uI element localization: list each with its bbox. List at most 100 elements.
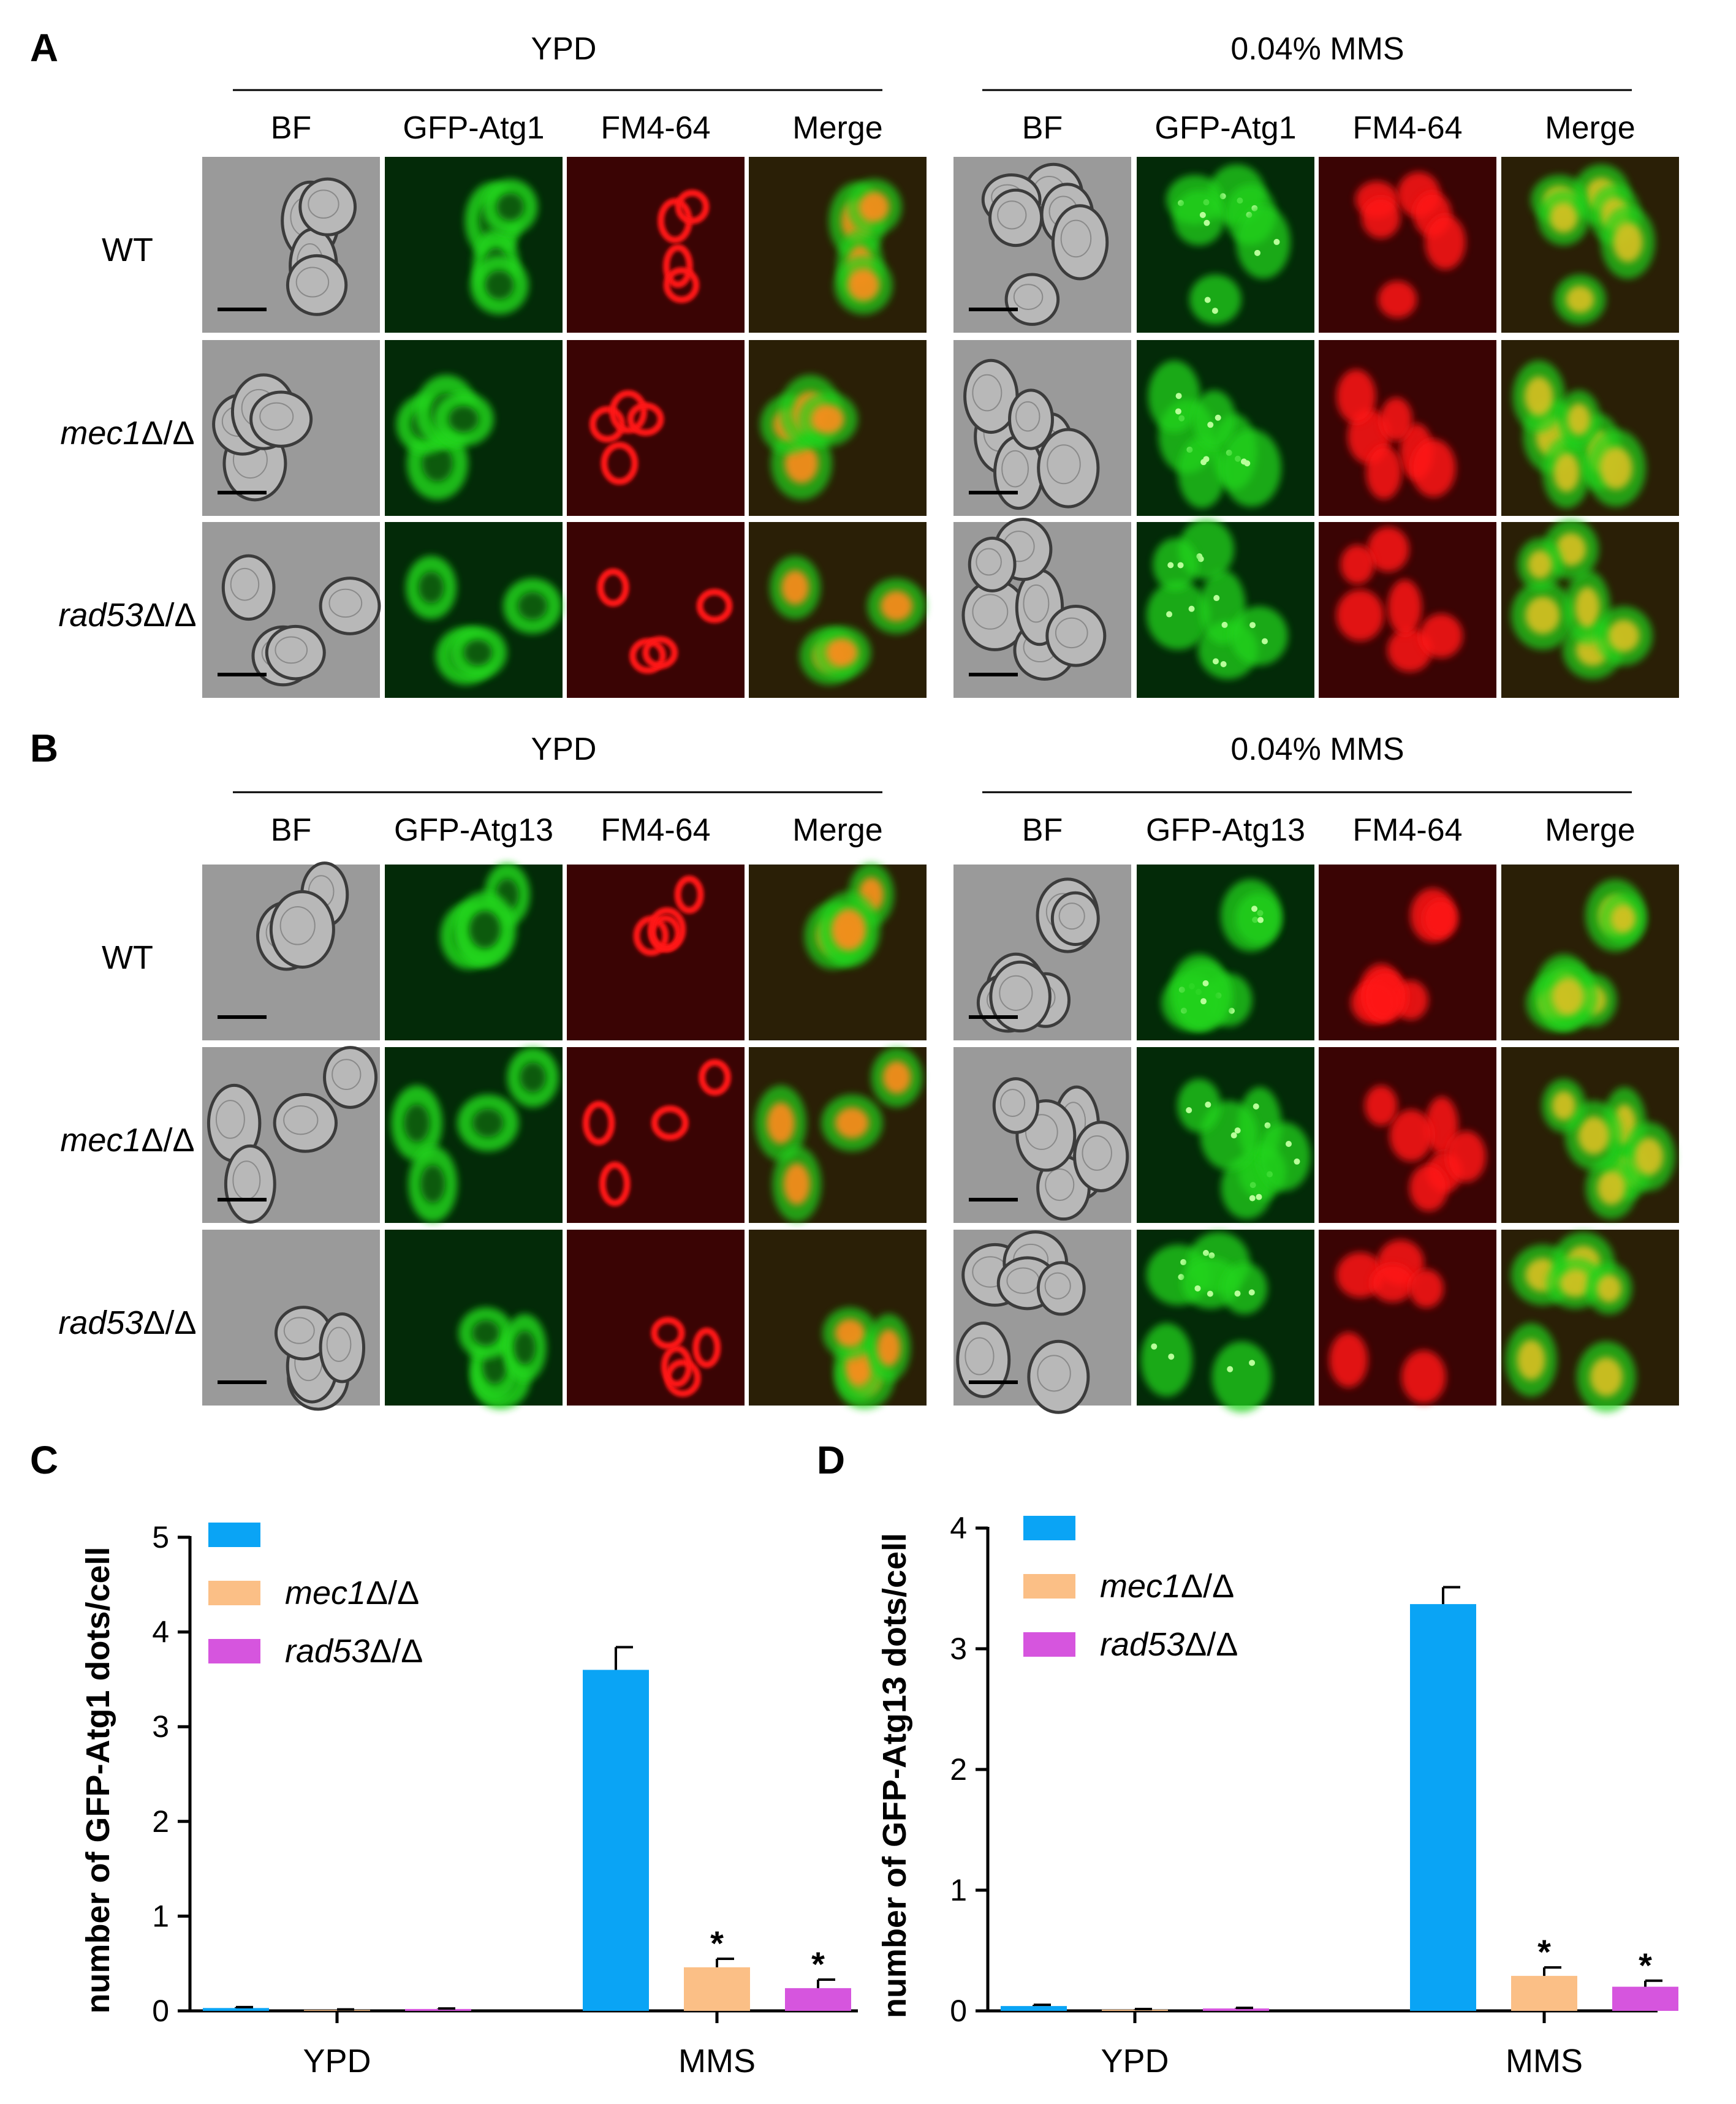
vacuole-stain (1419, 613, 1463, 659)
bar (203, 2008, 269, 2011)
bar (1203, 2008, 1269, 2011)
vacuole-dark (449, 406, 479, 433)
vacuole-ring (627, 402, 664, 436)
micrograph-gfp (385, 157, 563, 333)
gfp-dot (1202, 1250, 1209, 1257)
microscopy-panels: A YPD BF GFP-Atg1 FM4-64 Merge 0.04% MMS BF GFP-… (30, 26, 1679, 1414)
gfp-cell (1221, 1156, 1273, 1219)
gfp-dot (1227, 1366, 1234, 1372)
vacuole-dark (514, 1331, 536, 1365)
gfp-cell (1177, 1078, 1221, 1133)
merge-overlap (882, 1061, 911, 1094)
cells (221, 554, 381, 687)
merge-overlap (1590, 1357, 1623, 1397)
row-label-suffix: Δ/Δ (143, 597, 196, 634)
gfp-dot (1254, 249, 1260, 256)
micrograph-bf (202, 522, 381, 698)
vacuole-dark (518, 592, 547, 620)
bar (1612, 1986, 1678, 2011)
cells (992, 1077, 1129, 1221)
legend-label-suffix: Δ/Δ (1184, 1626, 1238, 1663)
micrograph-fm (1319, 865, 1496, 1040)
gfp-dot (1220, 660, 1227, 667)
gfp-dot (1200, 998, 1207, 1005)
vacuole-stain (1387, 579, 1422, 635)
cells (391, 1047, 559, 1222)
cells (1510, 519, 1653, 679)
gfp-dot (1213, 595, 1220, 602)
gfp-dot (1221, 621, 1228, 628)
column-label: FM4-64 (1352, 110, 1462, 146)
cells (274, 1306, 366, 1411)
gfp-dot (1234, 1290, 1241, 1297)
condition-label: YPD (531, 31, 597, 67)
micrograph-merge (749, 522, 927, 698)
series-1 (203, 1523, 649, 2011)
cells (597, 568, 733, 674)
merge-overlap (835, 1319, 865, 1347)
cells (1329, 1239, 1446, 1404)
merge-overlap (1552, 1091, 1576, 1121)
micrograph-gfp (1137, 157, 1314, 333)
vacuole-ring (651, 1105, 689, 1141)
legend-label: rad53Δ/Δ (285, 1633, 423, 1670)
gfp-dot (1207, 422, 1214, 428)
ypd-section: YPD BF GFP-Atg1 FM4-64 Merge (202, 31, 927, 698)
bar (785, 1988, 851, 2011)
y-tick-label: 4 (950, 1511, 967, 1545)
vacuole-stain (1409, 1269, 1444, 1308)
cells (1505, 1232, 1636, 1413)
column-label: BF (271, 110, 311, 146)
vacuole-outline (275, 636, 308, 664)
vacuole-dark (422, 445, 453, 482)
gfp-cell (1230, 606, 1288, 666)
vacuole-outline (999, 975, 1033, 1011)
vacuole-dark (404, 1104, 430, 1142)
micrograph-fm (567, 865, 745, 1040)
series-1 (1001, 1516, 1476, 2011)
merge-overlap (1577, 1116, 1610, 1155)
micrograph-bf (202, 157, 380, 333)
vacuole-ring (663, 244, 693, 289)
gfp-dot (1175, 393, 1182, 399)
cells (963, 358, 1100, 510)
vacuole-dark (496, 192, 525, 221)
cells (1336, 369, 1456, 499)
merge-overlap (859, 191, 890, 222)
gfp-dot (1249, 622, 1256, 629)
vacuole-outline (328, 588, 363, 618)
cells (961, 518, 1107, 681)
vacuole-outline (1015, 401, 1040, 432)
series-3: * rad53Δ/Δ (1023, 1626, 1678, 2011)
vacuole-stain (1411, 439, 1456, 498)
gfp-dot (1212, 658, 1219, 665)
vacuole-outline (1025, 1114, 1058, 1150)
vacuole-ring (648, 907, 686, 952)
column-label: Merge (792, 812, 882, 848)
vacuole-stain (1425, 214, 1466, 270)
row-label: mec1Δ/Δ (60, 415, 194, 452)
bar (583, 1670, 649, 2011)
gfp-dot (1240, 458, 1247, 465)
vacuole-ring (675, 189, 710, 224)
significance-star: * (710, 1924, 724, 1962)
cells (396, 374, 494, 500)
legend-swatch (208, 1639, 260, 1663)
y-tick-label: 2 (950, 1752, 967, 1787)
column-label: Merge (1545, 110, 1635, 146)
bar (1511, 1975, 1577, 2011)
micrograph-merge (1501, 519, 1679, 698)
y-tick-label: 1 (152, 1899, 169, 1933)
vacuole-outline (1044, 1272, 1071, 1300)
vacuole-stain (1401, 1350, 1446, 1404)
vacuole-outline (295, 267, 330, 298)
merge-overlap (767, 1102, 795, 1145)
vacuole-ring (597, 568, 629, 607)
condition-label: 0.04% MMS (1230, 732, 1404, 767)
vacuole-stain (1423, 899, 1458, 938)
gfp-cell (1257, 1122, 1311, 1191)
vacuole-outline (1047, 444, 1081, 485)
vacuole-dark (420, 1165, 445, 1203)
column-label: GFP-Atg1 (1154, 110, 1296, 146)
gfp-cell (1221, 429, 1281, 507)
